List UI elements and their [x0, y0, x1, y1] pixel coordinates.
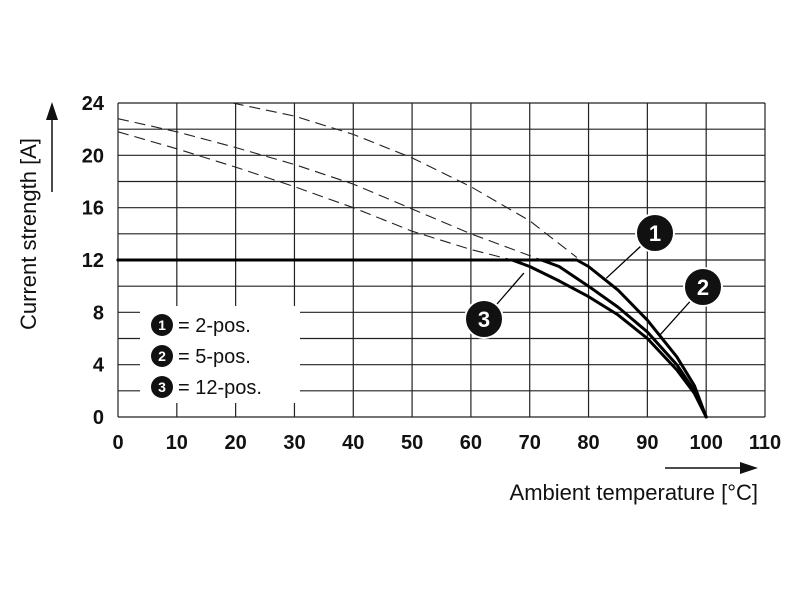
x-tick-label: 70 [519, 432, 541, 454]
legend-marker-number: 3 [158, 379, 166, 395]
callouts: 1 2 3 [464, 213, 723, 339]
callout-number-1: 1 [649, 221, 661, 246]
grid [117, 102, 766, 418]
y-tick-label: 20 [82, 145, 104, 167]
x-tick-label: 50 [401, 432, 423, 454]
solid-curves [116, 258, 708, 419]
x-tick-label: 100 [689, 432, 722, 454]
y-tick-label: 16 [82, 198, 104, 220]
callout-circle-3 [464, 299, 504, 339]
y-tick-label: 24 [82, 93, 105, 115]
x-tick-label: 110 [749, 432, 781, 454]
legend-marker-1 [151, 314, 173, 336]
legend-marker-number: 1 [158, 317, 166, 333]
x-axis-title: Ambient temperature [°C] [510, 480, 758, 505]
callout-circle-1 [635, 213, 675, 253]
y-tick-label: 8 [93, 302, 104, 324]
x-axis-arrow [665, 462, 758, 474]
callout-circle-2 [683, 267, 723, 307]
series-line-1 [116, 258, 708, 419]
callout-number-2: 2 [697, 275, 709, 300]
series-line-dashed-1-dashed [232, 102, 578, 258]
legend-marker-3 [151, 376, 173, 398]
x-tick-label: 30 [283, 432, 305, 454]
legend-label-1: = 2-pos. [178, 315, 251, 337]
callout-number-3: 3 [478, 307, 490, 332]
series-line-2 [116, 258, 708, 419]
y-tick-label: 12 [82, 250, 104, 272]
legend-marker-number: 2 [158, 348, 166, 364]
y-tick-label: 0 [93, 407, 104, 429]
series-line-dashed-2-dashed [117, 118, 542, 261]
x-tick-label: 80 [577, 432, 599, 454]
x-tick-label: 10 [166, 432, 188, 454]
legend: 1 = 2-pos. 2 = 5-pos. 3 = 12-pos. [140, 306, 300, 403]
legend-label-2: = 5-pos. [178, 346, 251, 368]
dashed-curves [117, 102, 578, 261]
x-tick-label: 40 [342, 432, 364, 454]
x-tick-label: 20 [225, 432, 247, 454]
y-axis-arrow [46, 102, 58, 192]
series-line-3 [116, 258, 708, 419]
legend-label-3: = 12-pos. [178, 377, 262, 399]
y-tick-label: 4 [93, 355, 105, 377]
legend-marker-2 [151, 345, 173, 367]
series-line-dashed-3-dashed [117, 131, 513, 261]
x-tick-label: 90 [636, 432, 658, 454]
y-axis-title: Current strength [A] [16, 138, 41, 330]
x-tick-label: 60 [460, 432, 482, 454]
x-tick-label: 0 [112, 432, 123, 454]
